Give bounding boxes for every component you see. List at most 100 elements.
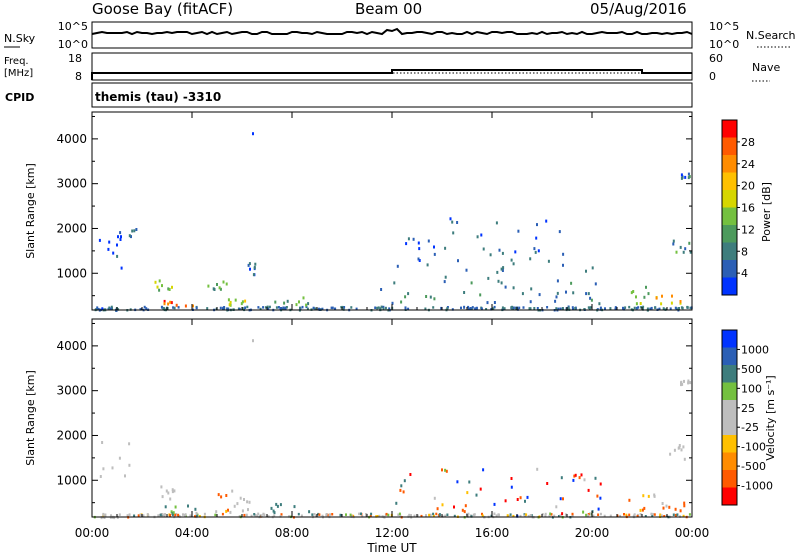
colorbar-swatch [722,400,737,418]
echo-cell [653,493,656,497]
echo-cell [161,495,164,499]
echo-cell [500,267,503,271]
echo-cell [241,300,244,304]
echo-cell [259,307,262,311]
power-range-axis: 4000 3000 2000 1000 [56,115,692,297]
echo-cell [562,497,564,501]
colorbar-swatch [722,452,737,471]
echo-cell [441,503,444,507]
echo-cell [661,294,663,298]
colorbar-swatch [722,242,737,261]
echo-cell [523,514,526,518]
echo-cell [282,306,285,309]
echo-cell [689,381,692,385]
echo-cell [433,297,436,301]
echo-cell [432,514,435,518]
echo-cell [433,245,435,249]
echo-cell [650,306,653,310]
echo-cell [680,176,683,180]
echo-cell [658,307,661,311]
echo-cell [515,306,518,310]
echo-cell [614,306,617,309]
echo-cell [409,473,412,476]
echo-cell [225,282,228,286]
echo-cell [487,276,490,280]
echo-cell [305,303,308,307]
colorbar-tick-label: -1000 [741,480,773,493]
echo-cell [408,513,411,517]
echo-cell [173,489,176,493]
colorbar-tick-label: 12 [741,223,755,236]
echo-cell [215,510,218,514]
echo-cell [512,262,515,266]
echo-cell [609,514,612,518]
power-colorbar: 28 24 20 16 12 8 4 [721,119,755,296]
echo-cell [481,514,484,517]
echo-cell [436,507,439,511]
echo-cell [99,475,102,478]
echo-cell [514,250,517,254]
echo-cell [529,257,532,261]
echo-cell [250,514,253,518]
colorbar-swatch [722,417,737,436]
echo-cell [380,305,383,309]
echo-cell [160,305,163,309]
echo-cell [280,307,282,310]
echo-cell [641,508,644,512]
echo-cell [444,275,447,279]
echo-cell [275,306,278,309]
echo-cell [597,507,600,511]
echo-cell [558,515,560,518]
echo-cell [678,445,681,449]
echo-cell [128,463,131,467]
echo-cell [625,513,628,517]
echo-cell [516,498,519,501]
echo-cell [533,247,536,251]
colorbar-swatch [722,225,737,243]
echo-cell [376,515,379,518]
nsearch-tick-top: 10^5 [709,20,739,33]
echo-cell [382,307,385,311]
echo-cell [142,514,145,517]
echo-cell [504,285,507,289]
echo-cell [529,307,532,310]
echo-cell [349,513,352,517]
echo-cell [314,307,317,310]
echo-cell [480,233,483,237]
echo-cell [680,306,683,309]
echo-cell [329,513,331,516]
echo-cell [674,513,677,517]
echo-cell [534,250,537,254]
echo-cell [590,298,593,302]
echo-cell [253,513,256,516]
echo-cell [104,513,107,517]
echo-cell [158,279,161,283]
echo-cell [624,306,627,309]
echo-cell [102,467,105,471]
echo-cell [590,512,593,516]
echo-cell [107,247,110,251]
echo-cell [229,510,232,514]
echo-cell [512,286,515,290]
echo-cell [628,305,631,309]
echo-cell [509,513,512,516]
velocity-scatter-layer [93,339,692,520]
echo-cell [476,235,479,239]
echo-cell [175,303,178,307]
echo-cell [688,241,691,245]
echo-cell [400,484,403,488]
echo-cell [147,514,150,517]
echo-cell [465,268,468,272]
echo-cell [159,513,162,517]
echo-cell [683,501,686,505]
echo-cell [263,513,266,516]
echo-cell [418,247,421,251]
echo-cell [286,299,289,303]
echo-cell [435,512,438,516]
echo-cell [124,474,126,478]
echo-cell [154,280,157,284]
echo-cell [227,508,229,512]
echo-cell [425,295,428,298]
echo-cell [355,307,358,311]
echo-cell [672,513,675,516]
